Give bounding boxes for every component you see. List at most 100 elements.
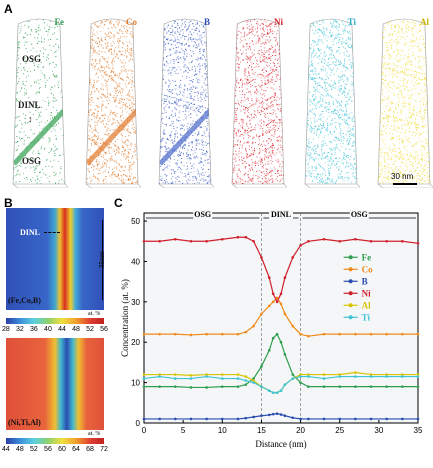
data-point-ni [271,292,275,296]
legend-marker [348,279,353,284]
data-point-ti [291,377,295,380]
data-point-al [369,373,373,376]
data-point-b [307,417,310,421]
data-point-fe [205,386,208,389]
nitial-concentration-map [6,338,104,430]
data-point-co [220,332,224,336]
data-point-co [205,332,208,336]
x-tick-label: 20 [296,426,305,435]
data-point-ni [338,239,342,243]
panel-c-letter: C [114,196,123,210]
x-tick-label: 10 [218,426,227,435]
legend-marker [348,267,353,272]
data-point-b [142,417,146,421]
data-point-b [158,417,161,421]
data-point-ni [385,239,388,243]
colorbar-tick-label: 40 [44,326,52,333]
data-point-al [174,373,177,376]
data-point-ni [220,237,224,241]
map1-dinl-label: DINL [20,228,41,237]
data-point-ni [369,239,373,243]
map2-colorbar [6,438,104,444]
region-label-bg [349,210,369,220]
data-point-ti [401,375,404,378]
data-point-ti [279,389,283,392]
data-point-al [416,373,420,376]
x-tick-label: 35 [414,426,423,435]
legend-marker [348,255,353,260]
y-tick-label: 20 [131,338,140,347]
y-tick-label: 50 [131,217,140,226]
tip-element-label: Fe [54,17,65,27]
y-tick-label: 30 [131,298,140,307]
legend-marker [348,303,353,308]
legend-label: Al [362,300,371,310]
data-point-fe [244,383,248,386]
data-point-al [252,379,255,382]
data-point-ti [174,377,177,380]
data-point-b [275,412,279,416]
map1-scale-arrow-icon [102,220,103,300]
data-point-co [307,334,310,338]
data-point-ti [244,379,248,382]
data-point-ni [244,235,248,239]
legend-label: Co [362,264,373,274]
apt-tip-al: Al [375,16,433,188]
map1-unit-label: at. % [88,311,101,317]
y-tick-label: 0 [136,419,141,428]
colorbar-tick-label: 64 [72,446,80,453]
colorbar-tick-label: 28 [2,326,10,333]
data-point-b [236,417,240,421]
scale-bar [393,183,417,185]
data-point-b [279,413,283,416]
scale-bar-label: 30 nm [391,172,414,181]
colorbar-tick-label: 36 [30,326,38,333]
data-point-ni [275,300,279,304]
colorbar-tick-label: 68 [86,446,94,453]
data-point-al [205,373,208,376]
data-point-co [189,333,193,337]
data-point-fe [338,385,342,388]
data-point-ti [275,391,279,395]
apt-tip-b: B [156,16,214,188]
x-tick-label: 5 [181,426,186,435]
data-point-b [205,417,208,421]
data-point-ni [142,239,146,243]
data-point-co [322,332,326,336]
data-point-co [236,332,240,336]
map2-unit-label: at. % [88,431,101,437]
plot-area [143,212,419,424]
data-point-fe [354,385,357,388]
colorbar-tick-label: 56 [100,326,108,333]
map1-dinl-arrow-icon [44,232,60,233]
x-tick-label: 25 [335,426,344,435]
data-point-b [369,417,373,421]
map2-colorbar-ticks: 44 48 52 56 60 64 68 72 [2,446,108,453]
region-label-bg [269,210,293,220]
data-point-ti [307,375,310,378]
data-point-fe [220,385,224,388]
data-point-al [385,373,388,376]
panel-b-letter: B [4,196,13,210]
data-point-b [189,417,193,421]
tip-element-label: B [203,17,210,27]
data-point-al [354,371,357,374]
data-point-ti [158,375,161,378]
data-point-co [369,332,373,336]
data-point-ti [338,375,342,378]
data-point-fe [291,373,295,376]
data-point-ti [416,375,420,378]
colorbar-tick-label: 52 [30,446,38,453]
data-point-fe [252,377,255,380]
region-label: OSG [351,210,368,219]
data-point-b [271,412,275,416]
data-point-ti [236,377,240,380]
dinl-arrow-icon: ↕ [28,114,33,124]
map1-composition-label: (Fe,Co,B) [8,296,41,305]
data-point-ni [174,237,177,241]
data-point-fe [142,385,146,388]
data-point-al [220,373,224,376]
data-point-co [401,332,404,336]
data-point-al [189,374,193,377]
data-point-co [275,296,279,300]
